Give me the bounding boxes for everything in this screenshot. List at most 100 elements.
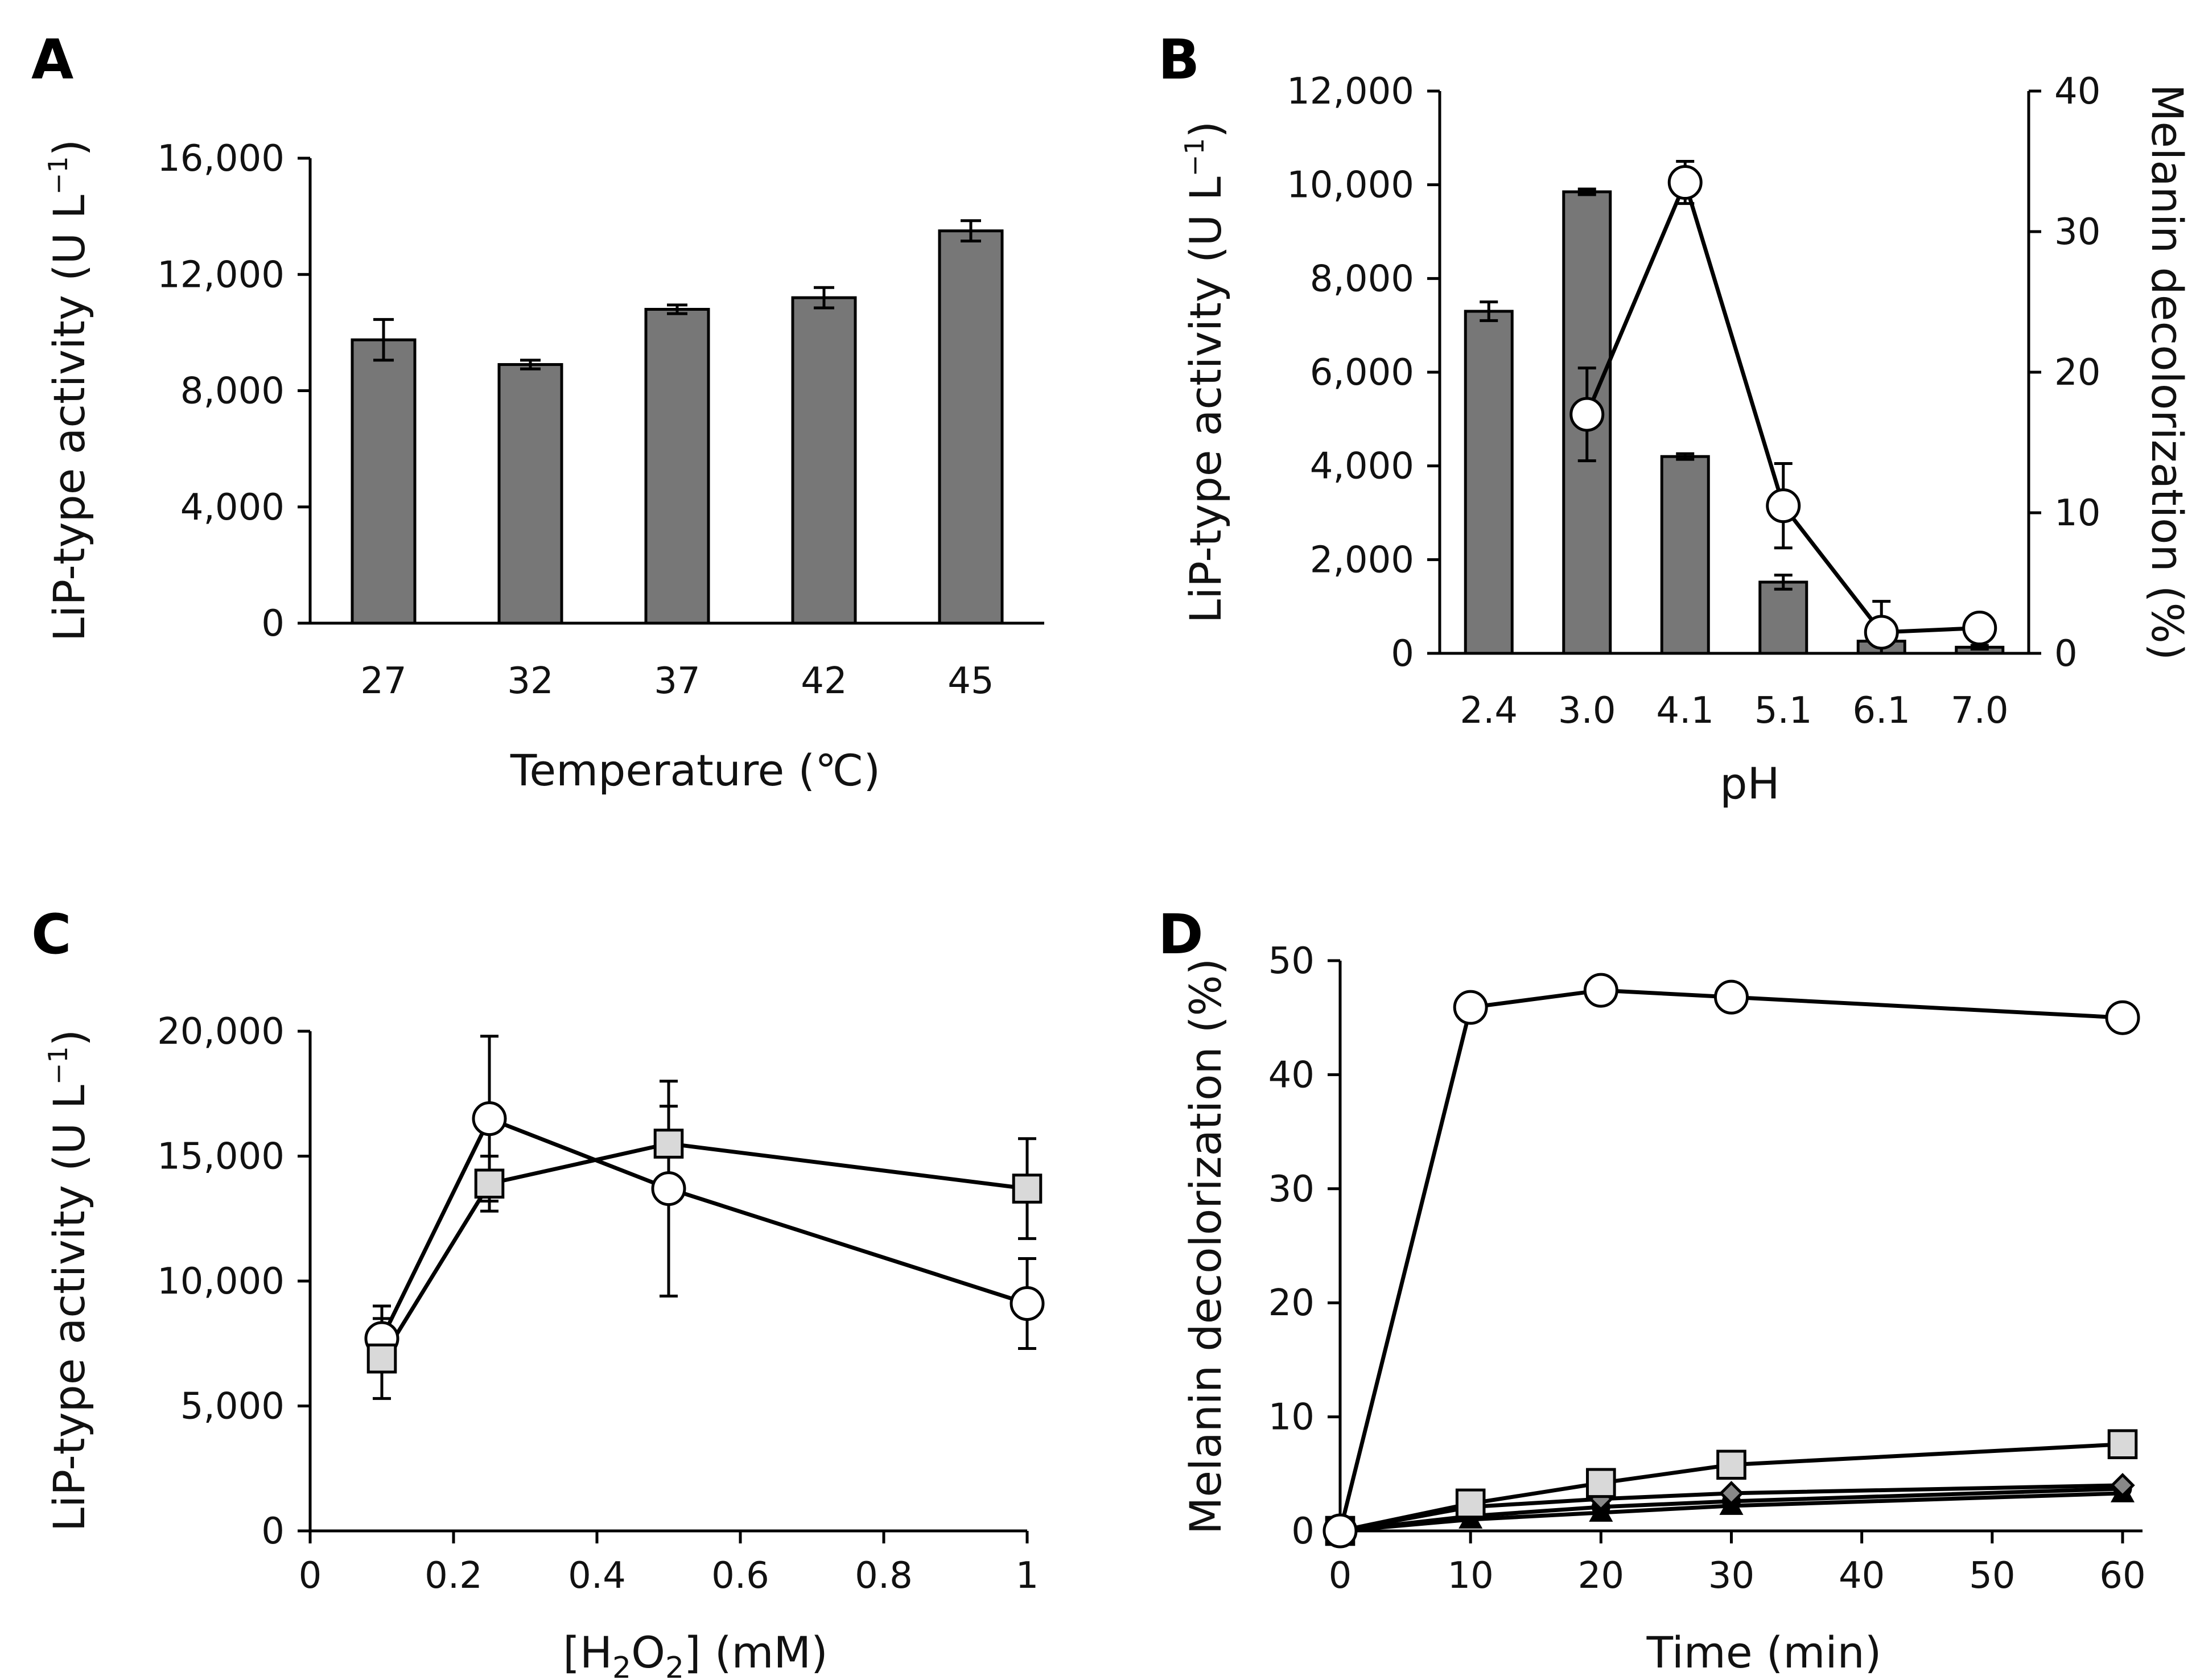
bar [791, 296, 857, 625]
bar [1758, 580, 1808, 655]
data-point-square [1586, 1468, 1616, 1498]
panel-label-b: B [1158, 28, 1200, 92]
x-tick-label: 7.0 [1951, 690, 2009, 732]
data-point-circle [1667, 165, 1703, 200]
x-tick-label: 0.8 [855, 1555, 913, 1597]
panel-label-a: A [31, 28, 73, 92]
y-tick-label: 8,000 [1310, 258, 1414, 300]
x-tick-label: 6.1 [1852, 690, 1910, 732]
chart-panel-b: 0 2,000 4,000 6,000 8,000 10,000 12,000 0 10 20 3… [1179, 71, 2193, 809]
data-point-circle [472, 1101, 507, 1137]
data-point-square [1012, 1173, 1043, 1204]
y-tick-label: 6,000 [1310, 352, 1414, 394]
data-point-square [474, 1168, 505, 1199]
data-point-circle [1962, 611, 1997, 646]
x-tick-label: 60 [2099, 1555, 2145, 1597]
x-axis-title: pH [1720, 758, 1779, 809]
data-point-square [366, 1343, 397, 1374]
data-point-circle [1583, 973, 1618, 1008]
x-tick-label: 42 [801, 660, 847, 702]
chart-panel-a: 0 4,000 8,000 12,000 16,000 27 32 37 42 45 LiP-t… [43, 138, 1044, 796]
y-tick-label: 12,000 [157, 254, 285, 296]
y-tick-label: 0 [261, 603, 285, 645]
y-tick-label: 0 [2054, 633, 2078, 675]
y-tick-label: 10 [1268, 1397, 1315, 1439]
data-point-diamond [1719, 1481, 1744, 1506]
y-tick-label: 8,000 [180, 370, 285, 413]
data-point-square [653, 1129, 684, 1159]
x-axis-title: [H2O2] (mM) [563, 1627, 828, 1680]
y-tick-label: 40 [1268, 1054, 1315, 1096]
x-axis-title: Temperature (℃) [510, 745, 880, 796]
y-tick-label: 4,000 [180, 487, 285, 529]
y-tick-label: 20,000 [157, 1011, 285, 1053]
y2-axis-title: Melanin decolorization (%) [2142, 84, 2193, 661]
y-tick-label: 0 [1391, 633, 1414, 675]
series-line [380, 1142, 1028, 1360]
data-point-circle [1766, 488, 1801, 524]
data-point-square [1716, 1450, 1746, 1480]
x-tick-label: 5.1 [1754, 690, 1812, 732]
y-axis-title: Melanin decolorization (%) [1180, 958, 1231, 1535]
y-tick-label: 10,000 [1287, 164, 1414, 207]
x-tick-label: 40 [1839, 1555, 1885, 1597]
x-tick-label: 32 [507, 660, 553, 702]
bar [497, 363, 563, 625]
data-point-circle [1453, 990, 1488, 1025]
y-tick-label: 20 [1268, 1282, 1315, 1324]
x-tick-label: 50 [1969, 1555, 2015, 1597]
panel-label-c: C [31, 903, 71, 966]
y-tick-label: 30 [2054, 211, 2100, 253]
data-point-square [1455, 1488, 1486, 1519]
y-tick-label: 30 [1268, 1168, 1315, 1210]
bar [938, 229, 1004, 625]
x-tick-label: 0.2 [425, 1555, 483, 1597]
y-tick-label: 50 [1268, 940, 1315, 982]
series-line [380, 1116, 1028, 1340]
data-point-circle [2105, 1000, 2140, 1035]
y-tick-label: 2,000 [1310, 539, 1414, 581]
x-tick-label: 4.1 [1656, 690, 1714, 732]
x-tick-label: 1 [1016, 1555, 1039, 1597]
y-axis-title: LiP-type activity (U L−1) [1179, 121, 1231, 624]
data-point-circle [1322, 1513, 1358, 1549]
chart-panel-d: 0 10 20 30 40 50 0 10 20 30 40 50 60 Melanin decolo… [1180, 940, 2146, 1678]
data-point-circle [651, 1171, 686, 1207]
y-axis-title: LiP-type activity (U L−1) [43, 1030, 94, 1532]
y-tick-label: 10 [2054, 492, 2100, 534]
x-tick-label: 3.0 [1558, 690, 1616, 732]
x-axis-title: Time (min) [1646, 1627, 1882, 1678]
x-tick-label: 2.4 [1460, 690, 1518, 732]
y-tick-label: 4,000 [1310, 446, 1414, 488]
x-tick-label: 0 [299, 1555, 322, 1597]
data-point-circle [1864, 615, 1899, 650]
y-tick-label: 40 [2054, 71, 2100, 113]
panel-label-d: D [1158, 903, 1204, 966]
y-tick-label: 15,000 [157, 1136, 285, 1178]
bar [644, 308, 710, 625]
y-tick-label: 16,000 [157, 138, 285, 180]
x-tick-label: 0 [1329, 1555, 1352, 1597]
x-tick-label: 27 [360, 660, 406, 702]
data-point-circle [1010, 1286, 1045, 1321]
x-tick-label: 45 [947, 660, 994, 702]
data-point-circle [1714, 979, 1749, 1015]
x-tick-label: 20 [1578, 1555, 1624, 1597]
y-tick-label: 0 [1291, 1510, 1315, 1553]
data-point-circle [1569, 397, 1605, 432]
data-point-diamond [2110, 1473, 2135, 1498]
bar [1464, 310, 1514, 655]
y-tick-label: 0 [261, 1510, 285, 1553]
x-tick-label: 10 [1447, 1555, 1493, 1597]
x-tick-label: 0.6 [711, 1555, 769, 1597]
x-tick-label: 0.4 [568, 1555, 626, 1597]
bar [351, 338, 417, 625]
x-tick-label: 30 [1708, 1555, 1754, 1597]
y-tick-label: 20 [2054, 352, 2100, 394]
bar [1660, 455, 1710, 655]
y-tick-label: 5,000 [180, 1386, 285, 1428]
y-tick-label: 10,000 [157, 1261, 285, 1303]
data-point-square [2107, 1429, 2138, 1459]
